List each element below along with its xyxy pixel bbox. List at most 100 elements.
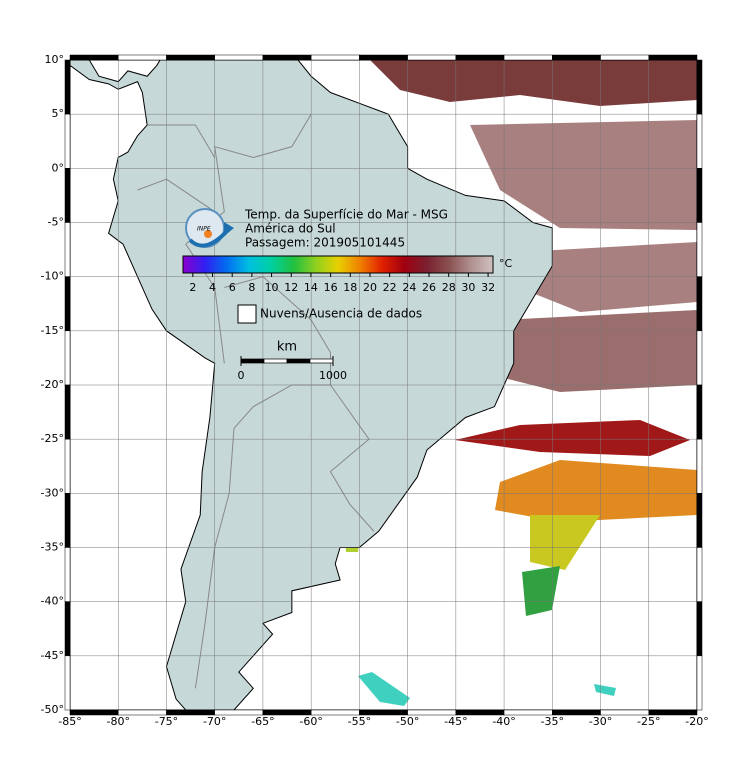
colorbar-tick-label: 8 xyxy=(248,281,255,294)
title-line: Passagem: 201905101445 xyxy=(245,236,405,250)
sst-patch xyxy=(594,684,616,696)
border xyxy=(147,124,216,158)
frame-segment xyxy=(359,54,408,61)
frame-segment xyxy=(696,276,703,332)
colorbar-tick-label: 26 xyxy=(422,281,436,294)
frame-segment xyxy=(696,601,703,657)
y-tick-label: -10° xyxy=(41,270,64,283)
frame-segment xyxy=(696,438,703,494)
colorbar-tick-label: 12 xyxy=(284,281,298,294)
sst-patch xyxy=(358,672,410,706)
x-tick-label: -55° xyxy=(348,715,371,728)
colorbar-tick-label: 2 xyxy=(189,281,196,294)
frame-segment xyxy=(696,168,703,223)
map-frame xyxy=(64,54,703,716)
frame-segment xyxy=(64,330,71,386)
scale-segment xyxy=(286,358,311,364)
colorbar-tick-label: 14 xyxy=(304,281,318,294)
frame-segment xyxy=(648,54,698,61)
title-line: Temp. da Superfície do Mar - MSG xyxy=(244,208,448,222)
x-tick-label: -80° xyxy=(106,715,129,728)
x-tick-label: -60° xyxy=(299,715,322,728)
sst-patch xyxy=(480,310,697,392)
frame-segment xyxy=(696,384,703,440)
y-tick-label: -15° xyxy=(41,324,64,337)
frame-segment xyxy=(64,547,71,602)
logo-text: INPE xyxy=(197,226,211,233)
frame-segment xyxy=(64,655,71,711)
frame-segment xyxy=(64,168,71,223)
x-tick-label: -40° xyxy=(492,715,515,728)
sst-patch xyxy=(495,460,697,522)
frame-segment xyxy=(64,601,71,657)
border xyxy=(185,113,312,364)
frame-segment xyxy=(64,276,71,332)
x-tick-label: -30° xyxy=(589,715,612,728)
y-tick-label: -5° xyxy=(48,216,64,229)
frame-segment xyxy=(600,54,650,61)
scale-segment xyxy=(240,358,265,364)
frame-segment xyxy=(64,493,71,548)
axes: -85° -80° -75° -70° -65° -60° -55° -50° -45° -40°… xyxy=(41,53,709,728)
frame-segment xyxy=(64,222,71,277)
frame-segment xyxy=(64,384,71,440)
y-tick-label: 0° xyxy=(52,161,65,174)
sst-patch xyxy=(370,60,697,106)
frame-segment xyxy=(696,113,703,169)
title-line: América do Sul xyxy=(245,222,336,236)
colorbar: 2 4 6 8 10 12 14 16 18 20 22 24 26 28 30 32°C xyxy=(182,255,513,294)
colorbar-tick-label: 10 xyxy=(265,281,279,294)
x-tick-label: -25° xyxy=(637,715,660,728)
frame-segment xyxy=(696,222,703,277)
frame-segment xyxy=(214,54,264,61)
scale-tick-label: 1000 xyxy=(319,369,347,382)
legend-text: Nuvens/Ausencia de dados xyxy=(260,307,422,321)
graticule xyxy=(70,60,697,710)
x-tick-label: -35° xyxy=(541,715,564,728)
frame-segment xyxy=(64,113,71,169)
y-tick-label: -50° xyxy=(41,703,64,716)
frame-segment xyxy=(696,493,703,548)
y-tick-label: -20° xyxy=(41,378,64,391)
sst-patch xyxy=(470,120,697,230)
legend-swatch xyxy=(237,304,257,324)
colorbar-unit: °C xyxy=(499,257,513,270)
x-tick-label: -45° xyxy=(444,715,467,728)
y-tick-label: -30° xyxy=(41,486,64,499)
colorbar-tick-label: 4 xyxy=(209,281,216,294)
y-tick-label: 5° xyxy=(52,107,65,120)
frame-segment xyxy=(455,54,505,61)
colorbar-ramp xyxy=(182,255,494,274)
y-tick-label: -25° xyxy=(41,432,64,445)
frame-segment xyxy=(262,54,312,61)
colorbar-tick-label: 28 xyxy=(442,281,456,294)
colorbar-tick-label: 22 xyxy=(383,281,397,294)
y-tick-label: -45° xyxy=(41,649,64,662)
scale-segment xyxy=(263,358,288,364)
sst-patch xyxy=(522,566,560,616)
colorbar-tick-label: 30 xyxy=(461,281,475,294)
frame-segment xyxy=(552,54,601,61)
scale-tick-label: 0 xyxy=(238,369,245,382)
sst-patch xyxy=(455,420,690,456)
y-tick-label: -35° xyxy=(41,541,64,554)
border xyxy=(224,276,370,440)
frame-segment xyxy=(648,709,698,716)
x-tick-label: -20° xyxy=(685,715,708,728)
frame-segment xyxy=(117,54,167,61)
sst-patch xyxy=(530,515,600,570)
border xyxy=(194,384,331,689)
frame-segment xyxy=(310,54,360,61)
colorbar-tick-label: 20 xyxy=(363,281,377,294)
frame-segment xyxy=(64,59,71,115)
colorbar-tick-label: 18 xyxy=(343,281,357,294)
frame-segment xyxy=(64,438,71,494)
x-tick-label: -50° xyxy=(396,715,419,728)
frame-segment xyxy=(503,54,553,61)
y-tick-label: -40° xyxy=(41,595,64,608)
x-tick-label: -65° xyxy=(251,715,274,728)
scale-unit: km xyxy=(277,340,297,355)
logo: INPE xyxy=(185,208,234,248)
sst-patch xyxy=(520,242,697,312)
